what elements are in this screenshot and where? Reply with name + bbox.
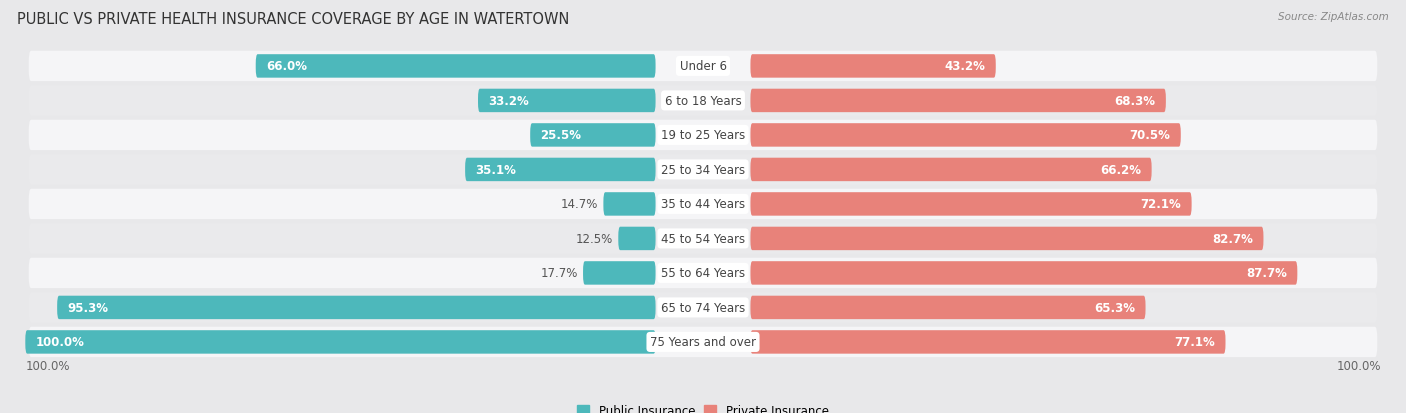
Text: 68.3%: 68.3%: [1115, 95, 1156, 108]
FancyBboxPatch shape: [28, 121, 1378, 151]
FancyBboxPatch shape: [751, 330, 1226, 354]
FancyBboxPatch shape: [583, 261, 655, 285]
Text: 66.0%: 66.0%: [266, 60, 307, 73]
FancyBboxPatch shape: [28, 292, 1378, 323]
FancyBboxPatch shape: [28, 258, 1378, 288]
FancyBboxPatch shape: [28, 327, 1378, 357]
Text: 55 to 64 Years: 55 to 64 Years: [661, 267, 745, 280]
Text: 65.3%: 65.3%: [1094, 301, 1136, 314]
FancyBboxPatch shape: [751, 55, 995, 78]
Text: 25.5%: 25.5%: [540, 129, 581, 142]
Text: 35 to 44 Years: 35 to 44 Years: [661, 198, 745, 211]
Text: 14.7%: 14.7%: [561, 198, 598, 211]
FancyBboxPatch shape: [25, 330, 655, 354]
Text: 100.0%: 100.0%: [25, 359, 70, 372]
Text: 43.2%: 43.2%: [945, 60, 986, 73]
Text: 25 to 34 Years: 25 to 34 Years: [661, 164, 745, 176]
Text: 70.5%: 70.5%: [1130, 129, 1171, 142]
Text: PUBLIC VS PRIVATE HEALTH INSURANCE COVERAGE BY AGE IN WATERTOWN: PUBLIC VS PRIVATE HEALTH INSURANCE COVER…: [17, 12, 569, 27]
FancyBboxPatch shape: [751, 124, 1181, 147]
Text: 72.1%: 72.1%: [1140, 198, 1181, 211]
Text: 6 to 18 Years: 6 to 18 Years: [665, 95, 741, 108]
FancyBboxPatch shape: [28, 224, 1378, 254]
Text: 100.0%: 100.0%: [1336, 359, 1381, 372]
FancyBboxPatch shape: [751, 261, 1298, 285]
Text: 19 to 25 Years: 19 to 25 Years: [661, 129, 745, 142]
Text: 65 to 74 Years: 65 to 74 Years: [661, 301, 745, 314]
Text: 100.0%: 100.0%: [35, 336, 84, 349]
FancyBboxPatch shape: [619, 227, 655, 251]
FancyBboxPatch shape: [28, 86, 1378, 116]
Text: 87.7%: 87.7%: [1246, 267, 1286, 280]
FancyBboxPatch shape: [256, 55, 655, 78]
FancyBboxPatch shape: [478, 90, 655, 113]
Text: 45 to 54 Years: 45 to 54 Years: [661, 233, 745, 245]
Text: 66.2%: 66.2%: [1101, 164, 1142, 176]
FancyBboxPatch shape: [751, 193, 1192, 216]
FancyBboxPatch shape: [751, 227, 1264, 251]
Text: 33.2%: 33.2%: [488, 95, 529, 108]
FancyBboxPatch shape: [751, 296, 1146, 319]
Text: 95.3%: 95.3%: [67, 301, 108, 314]
Legend: Public Insurance, Private Insurance: Public Insurance, Private Insurance: [572, 399, 834, 413]
FancyBboxPatch shape: [58, 296, 655, 319]
FancyBboxPatch shape: [530, 124, 655, 147]
Text: 17.7%: 17.7%: [540, 267, 578, 280]
FancyBboxPatch shape: [751, 158, 1152, 182]
Text: 12.5%: 12.5%: [575, 233, 613, 245]
Text: Source: ZipAtlas.com: Source: ZipAtlas.com: [1278, 12, 1389, 22]
Text: 35.1%: 35.1%: [475, 164, 516, 176]
FancyBboxPatch shape: [28, 155, 1378, 185]
FancyBboxPatch shape: [751, 90, 1166, 113]
FancyBboxPatch shape: [28, 52, 1378, 82]
Text: 75 Years and over: 75 Years and over: [650, 336, 756, 349]
FancyBboxPatch shape: [28, 189, 1378, 220]
Text: 82.7%: 82.7%: [1212, 233, 1253, 245]
Text: 77.1%: 77.1%: [1174, 336, 1215, 349]
FancyBboxPatch shape: [465, 158, 655, 182]
FancyBboxPatch shape: [603, 193, 655, 216]
Text: Under 6: Under 6: [679, 60, 727, 73]
